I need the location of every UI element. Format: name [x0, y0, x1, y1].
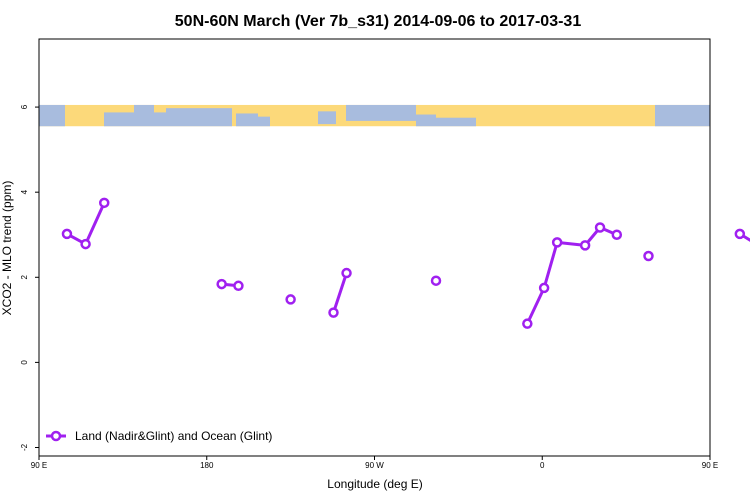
- data-point: [216, 278, 227, 290]
- legend-marker-swatch: [50, 430, 62, 442]
- data-point: [522, 318, 533, 329]
- y-tick-label: -2: [20, 443, 29, 451]
- x-tick-label: 90 W: [365, 461, 384, 470]
- x-tick-label: 90 E: [31, 461, 47, 470]
- chart-title: 50N-60N March (Ver 7b_s31) 2014-09-06 to…: [175, 13, 582, 30]
- data-point: [538, 282, 550, 294]
- map-band-ocean: [655, 104, 710, 127]
- legend-entry-label: Land (Nadir&Glint) and Ocean (Glint): [75, 429, 272, 443]
- y-axis-label: XCO2 - MLO trend (ppm): [0, 181, 14, 316]
- series-line-segment: [332, 272, 348, 314]
- y-tick-label: 6: [20, 104, 29, 109]
- series-layer: [61, 197, 750, 329]
- data-point: [551, 237, 563, 248]
- y-tick-label: 0: [20, 360, 29, 365]
- data-point: [594, 222, 606, 233]
- series-line-segment: [66, 202, 106, 246]
- data-point: [80, 238, 91, 250]
- map-band-ocean: [258, 116, 270, 127]
- map-band-ocean: [436, 117, 476, 127]
- map-band-ocean: [318, 111, 336, 125]
- series-line-segment: [525, 226, 618, 325]
- data-point: [285, 294, 296, 305]
- plot-frame: [38, 38, 711, 457]
- x-tick-label: 180: [200, 461, 214, 470]
- map-band-ocean: [346, 104, 416, 121]
- x-axis-label: Longitude (deg E): [327, 477, 422, 491]
- data-point: [579, 240, 591, 251]
- x-tick-label: 0: [540, 461, 545, 470]
- y-tick-label: 4: [20, 189, 29, 194]
- legend: Land (Nadir&Glint) and Ocean (Glint): [46, 429, 272, 443]
- y-axis-ticks: -2 0 2 4 6: [20, 104, 39, 451]
- map-band-ocean: [236, 113, 258, 127]
- data-point: [98, 197, 110, 209]
- map-band: [39, 104, 710, 127]
- data-point: [233, 280, 244, 292]
- y-tick-label: 2: [20, 275, 29, 280]
- map-band-ocean: [39, 104, 65, 127]
- data-point: [734, 228, 746, 240]
- data-point: [643, 250, 654, 262]
- map-band-ocean: [166, 108, 232, 127]
- data-point: [328, 307, 339, 318]
- map-band-ocean: [134, 104, 154, 117]
- x-tick-label: 90 E: [702, 461, 718, 470]
- data-point: [341, 267, 352, 279]
- map-band-ocean: [416, 114, 436, 127]
- series-line-segment: [739, 232, 750, 242]
- data-point: [611, 229, 623, 240]
- data-point: [61, 228, 73, 240]
- x-axis-ticks: 90 E 180 90 W 0 90 E: [31, 456, 718, 470]
- data-point: [430, 275, 442, 286]
